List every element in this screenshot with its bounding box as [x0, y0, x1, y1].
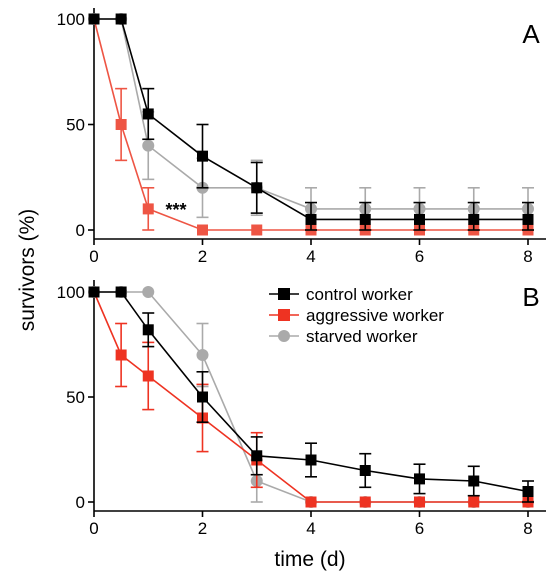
panel-b-x-tick-label: 8	[523, 519, 532, 538]
significance-annotation: ***	[165, 200, 186, 220]
panel-b: 0 50 100 0 2 4 6 8	[57, 280, 546, 538]
panel-a-x-tick-label: 4	[306, 247, 315, 266]
legend-entry-starved: starved worker	[269, 327, 418, 346]
panel-b-point-starved	[196, 349, 209, 361]
panel-a-y-tick-label: 0	[76, 221, 85, 240]
legend-label-control: control worker	[306, 285, 413, 304]
panel-a-point-aggressive	[197, 224, 208, 236]
panel-b-point-control	[142, 324, 154, 336]
panel-a-series-line-control	[94, 18, 528, 221]
panel-a-point-control	[522, 213, 534, 225]
panel-b-y-tick-label: 100	[57, 283, 85, 302]
panel-a-x-tick-label: 8	[523, 247, 532, 266]
panel-b-point-control	[468, 475, 480, 487]
panel-a-letter: A	[522, 19, 540, 49]
panel-b-series-line-control	[94, 291, 529, 493]
panel-a-point-control	[88, 13, 100, 25]
panel-a-y-tick-label: 100	[57, 10, 85, 29]
panel-b-point-control	[197, 391, 208, 403]
legend-label-starved: starved worker	[306, 327, 418, 346]
panel-a-point-control	[197, 150, 208, 162]
panel-b-point-aggressive	[359, 496, 371, 508]
panel-a-series-line-starved	[94, 18, 528, 210]
panel-b-point-control	[88, 286, 100, 298]
panel-b-letter: B	[522, 282, 539, 312]
panel-a-point-control	[251, 182, 263, 194]
panel-b-series-line-aggressive	[93, 291, 528, 503]
panel-a-x-tick-label: 0	[89, 247, 98, 266]
panel-a-point-control	[414, 213, 425, 225]
panel-a-series-line-aggressive	[93, 18, 528, 231]
panel-b-x-tick-label: 6	[415, 519, 424, 538]
legend-marker-control	[278, 288, 290, 300]
legend-entry-aggressive: aggressive worker	[269, 306, 444, 325]
panel-b-point-aggressive	[468, 496, 480, 508]
panel-a-point-control	[468, 213, 480, 225]
panel-a-point-control	[115, 13, 127, 25]
legend: control worker aggressive worker starved…	[269, 285, 444, 346]
panel-a-point-aggressive	[142, 203, 154, 215]
panel-a-point-starved	[142, 139, 155, 152]
panel-a-point-control	[359, 213, 371, 225]
x-axis-title: time (d)	[274, 548, 345, 571]
panel-a-y-tick-label: 50	[66, 116, 85, 135]
panel-b-point-control	[414, 473, 425, 485]
panel-b-y-tick-label: 0	[76, 493, 85, 512]
panel-b-point-control	[359, 465, 371, 476]
panel-a-point-aggressive	[251, 224, 263, 236]
legend-label-aggressive: aggressive worker	[306, 306, 444, 325]
panel-b-x-tick-label: 0	[89, 519, 98, 538]
panel-b-point-control	[522, 486, 534, 497]
panel-b-y-tick-label: 50	[66, 388, 85, 407]
panel-b-point-control	[251, 450, 263, 462]
panel-a-point-aggressive	[115, 119, 127, 130]
panel-b-point-control	[115, 286, 127, 298]
panel-b-point-aggressive	[414, 496, 425, 508]
panel-b-point-aggressive	[142, 370, 154, 382]
legend-marker-aggressive	[278, 309, 290, 321]
y-axis-title: survivors (%)	[16, 209, 39, 332]
panel-b-x-tick-label: 4	[306, 519, 315, 538]
panel-b-point-starved	[142, 286, 155, 298]
panel-a-point-control	[305, 213, 317, 225]
panel-a-point-control	[142, 108, 154, 120]
panel-b-x-tick-label: 2	[198, 519, 207, 538]
legend-marker-starved	[278, 330, 290, 342]
panel-b-point-aggressive	[305, 496, 317, 508]
panel-a-x-tick-label: 6	[415, 247, 424, 266]
panel-b-point-control	[305, 454, 317, 466]
panel-a-x-tick-label: 2	[198, 247, 207, 266]
panel-b-point-aggressive	[115, 349, 127, 361]
panel-a: 0 50 100 0 2 4 6 8	[57, 8, 546, 266]
legend-entry-control: control worker	[269, 285, 413, 304]
